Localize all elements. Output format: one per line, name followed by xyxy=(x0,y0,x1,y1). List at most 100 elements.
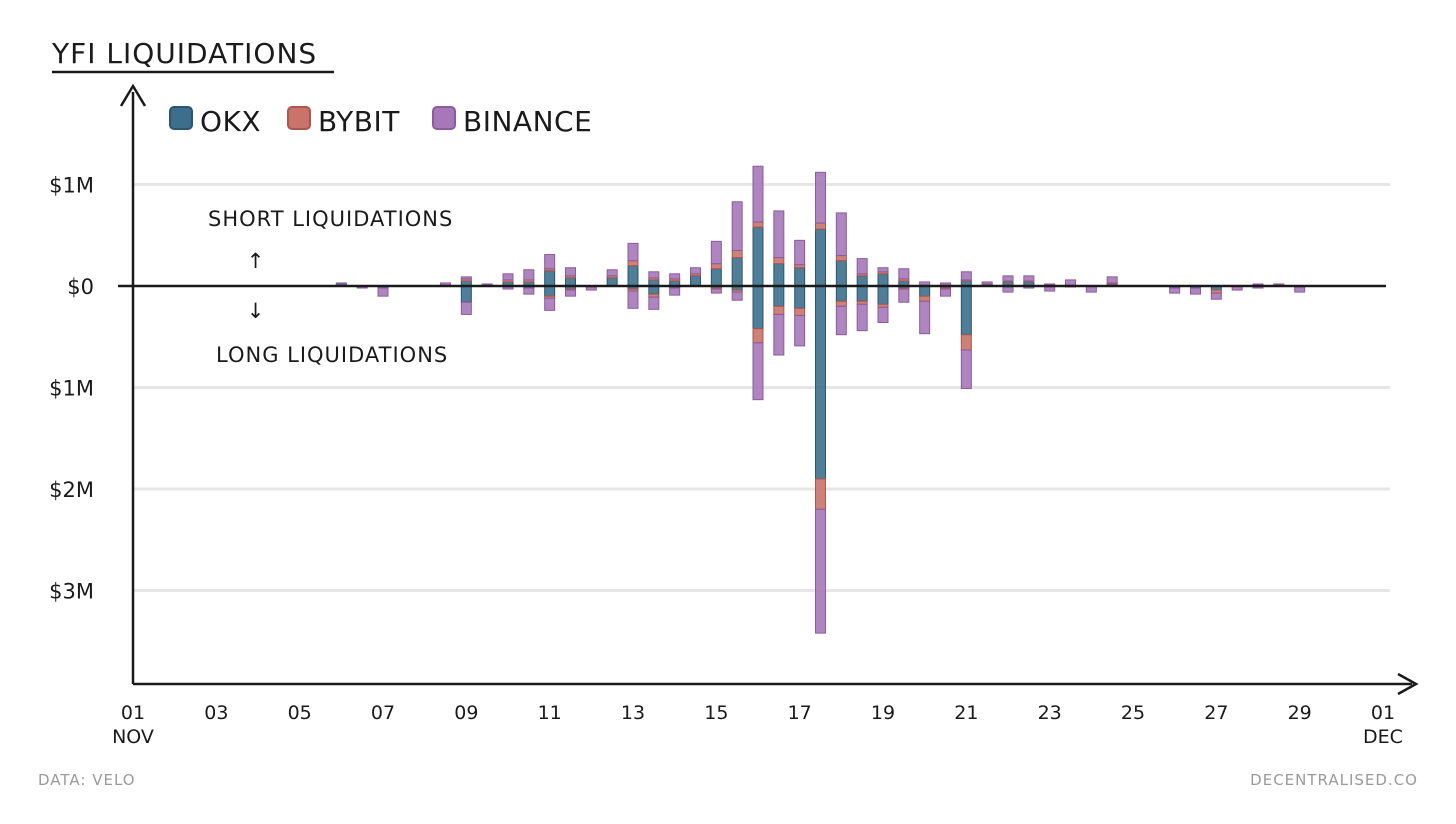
legend-label-bybit: BYBIT xyxy=(318,105,400,138)
bar-short-bybit xyxy=(731,249,743,259)
bar-long-binance xyxy=(773,313,785,356)
bar-short-binance xyxy=(835,212,847,257)
bar-short-binance xyxy=(752,165,764,223)
bar-short-binance xyxy=(960,271,972,281)
bar-short-binance xyxy=(440,282,451,286)
bar-long-okx xyxy=(856,285,868,302)
bar-long-binance xyxy=(648,296,660,310)
bar-long-binance xyxy=(898,288,910,303)
bar-long-binance xyxy=(377,287,389,297)
bar-long-binance xyxy=(627,290,639,309)
y-tick-label: $1M xyxy=(49,174,94,198)
bar-short-okx xyxy=(690,275,701,287)
bar-short-bybit xyxy=(773,257,785,265)
bar-long-binance xyxy=(523,287,535,295)
bar-short-bybit xyxy=(710,263,722,270)
bar-short-okx xyxy=(752,226,764,287)
bar-long-bybit xyxy=(815,478,826,510)
bar-long-binance xyxy=(565,289,576,297)
x-tick-label: 01 xyxy=(1371,702,1395,724)
bar-long-binance xyxy=(815,508,826,634)
x-tick-label: 25 xyxy=(1121,702,1145,724)
bar-short-binance xyxy=(606,269,618,277)
bars xyxy=(335,165,1306,634)
bar-long-bybit xyxy=(960,334,972,351)
bar-long-binance xyxy=(669,287,681,296)
bar-short-binance xyxy=(648,271,660,279)
bar-long-okx xyxy=(815,285,826,480)
chart-title: YFI LIQUIDATIONS xyxy=(51,37,317,70)
bar-long-bybit xyxy=(773,305,785,315)
x-tick-label: 27 xyxy=(1204,702,1228,724)
x-tick-label: 05 xyxy=(288,702,312,724)
x-tick-sublabel: DEC xyxy=(1363,726,1403,748)
y-tick-label: $3M xyxy=(49,580,94,604)
annotation-long-liquidations: LONG LIQUIDATIONS xyxy=(216,343,448,367)
bar-short-okx xyxy=(773,263,785,287)
y-tick-label: $0 xyxy=(67,275,94,299)
bar-short-okx xyxy=(627,265,639,287)
bar-long-binance xyxy=(919,300,931,335)
bar-short-okx xyxy=(710,268,722,287)
bar-long-okx xyxy=(835,285,847,302)
legend-swatch-bybit xyxy=(287,106,311,130)
annotation-short-liquidations: SHORT LIQUIDATIONS xyxy=(208,207,453,231)
bar-long-okx xyxy=(460,285,472,303)
bar-long-binance xyxy=(710,288,722,294)
legend-label-binance: BINANCE xyxy=(463,105,592,138)
footer-site: DECENTRALISED.CO xyxy=(1250,771,1418,789)
bar-long-binance xyxy=(544,297,556,311)
footer-source: DATA: VELO xyxy=(38,771,136,789)
annotation-down-arrow: ↓ xyxy=(247,299,266,323)
bar-short-binance xyxy=(919,281,931,286)
bar-long-binance xyxy=(1044,286,1056,292)
bar-long-binance xyxy=(502,286,514,290)
bar-long-binance xyxy=(1210,292,1222,300)
legend: OKX BYBIT BINANCE xyxy=(169,105,592,138)
bar-long-binance xyxy=(877,306,889,324)
y-tick-labels: $1M $0 $1M $2M $3M xyxy=(49,174,94,604)
bar-short-binance xyxy=(1023,275,1035,282)
x-tick-label: 03 xyxy=(204,702,228,724)
x-tick-label: 09 xyxy=(454,702,478,724)
bar-short-binance xyxy=(773,210,785,259)
bar-short-binance xyxy=(565,267,576,277)
bar-short-binance xyxy=(523,269,535,281)
bar-short-okx xyxy=(877,273,889,287)
bar-short-bybit xyxy=(835,255,847,262)
bar-short-bybit xyxy=(752,221,764,228)
bar-long-binance xyxy=(1169,287,1181,294)
legend-swatch-okx xyxy=(169,106,193,130)
bar-short-bybit xyxy=(815,222,826,230)
x-tick-label: 21 xyxy=(954,702,978,724)
bar-long-okx xyxy=(752,285,764,330)
bar-short-binance xyxy=(794,239,806,266)
bar-short-binance xyxy=(710,240,722,265)
bar-long-okx xyxy=(794,285,806,309)
bar-long-binance xyxy=(856,303,868,332)
bar-long-binance xyxy=(731,291,743,301)
bar-short-binance xyxy=(502,273,514,281)
x-tick-label: 19 xyxy=(871,702,895,724)
bar-long-binance xyxy=(1002,286,1014,293)
bar-short-binance xyxy=(669,273,681,280)
x-tick-label: 17 xyxy=(788,702,812,724)
bar-long-binance xyxy=(752,342,764,401)
bar-long-binance xyxy=(794,314,806,347)
bar-long-okx xyxy=(877,285,889,305)
bar-long-binance xyxy=(585,286,597,291)
bar-long-binance xyxy=(940,288,951,297)
bar-short-binance xyxy=(940,282,951,286)
bar-short-binance xyxy=(544,254,556,270)
x-tick-label: 01 xyxy=(121,702,145,724)
bar-long-okx xyxy=(919,285,931,297)
bar-long-okx xyxy=(544,285,556,297)
bar-long-okx xyxy=(960,285,972,336)
bar-long-okx xyxy=(773,285,785,307)
x-tick-label: 29 xyxy=(1288,702,1312,724)
bar-long-binance xyxy=(460,301,472,315)
bar-long-binance xyxy=(960,349,972,390)
x-tick-label: 11 xyxy=(538,702,562,724)
